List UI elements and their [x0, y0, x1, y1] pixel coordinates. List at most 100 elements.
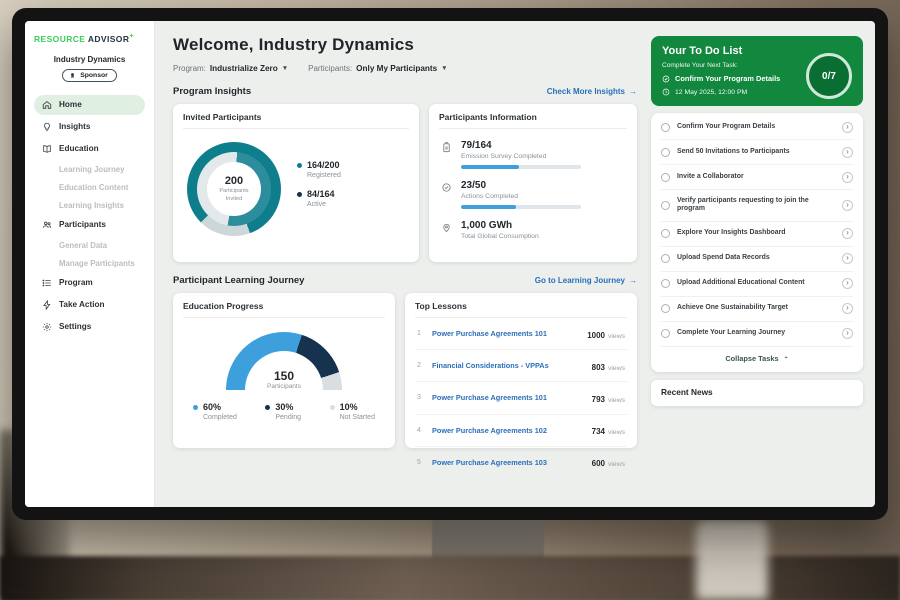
progress-fill — [461, 205, 517, 209]
task-chevron-button[interactable]: › — [842, 121, 853, 133]
todo-task-list: Confirm Your Program Details › Send 50 I… — [651, 113, 863, 372]
lesson-link[interactable]: Power Purchase Agreements 102 — [432, 425, 547, 435]
invited-total: 200 — [224, 175, 244, 188]
card-title: Education Progress — [183, 301, 385, 318]
main-content: Welcome, Industry Dynamics Program: Indu… — [155, 21, 651, 507]
legend-item: 164/200 Registered — [297, 160, 341, 179]
app-window: RESOURCE ADVISOR+ Industry Dynamics Spon… — [25, 21, 875, 507]
lesson-rank: 1 — [417, 330, 421, 338]
progress-track — [461, 205, 581, 209]
recent-news-card[interactable]: Recent News — [651, 379, 863, 406]
legend-item: 84/164 Active — [297, 189, 341, 208]
task-chevron-button[interactable]: › — [842, 278, 853, 290]
sidebar-item-take-action[interactable]: Take Action — [34, 295, 145, 315]
completed-pct: 60% — [203, 402, 222, 412]
task-checkbox[interactable] — [661, 229, 670, 239]
sidebar-nav: Home Insights Education Learning Journey… — [34, 94, 145, 337]
collapse-tasks-link[interactable]: Collapse Tasks ⌃ — [661, 347, 853, 372]
task-checkbox[interactable] — [661, 147, 670, 157]
check-circle-icon — [442, 183, 451, 192]
sidebar-item-settings[interactable]: Settings — [34, 317, 145, 337]
check-more-insights-link[interactable]: Check More Insights → — [547, 87, 637, 96]
gauge-legend: 60% Completed 30% Pending 10% — [183, 402, 385, 421]
sponsor-badge[interactable]: Sponsor — [62, 68, 117, 82]
task-chevron-button[interactable]: › — [842, 146, 853, 158]
lesson-views: 1000 views — [587, 325, 625, 343]
task-chevron-button[interactable]: › — [842, 228, 853, 240]
sidebar-item-label: Settings — [59, 322, 92, 332]
location-pin-icon — [443, 223, 450, 233]
lesson-link[interactable]: Financial Considerations - VPPAs — [432, 361, 549, 371]
completed-label: Completed — [203, 414, 237, 421]
participants-filter-label: Participants: — [308, 64, 353, 73]
lesson-link[interactable]: Power Purchase Agreements 103 — [432, 457, 547, 467]
active-dot-icon — [297, 191, 302, 197]
education-progress-card: Education Progress 150 Participants — [173, 293, 395, 448]
task-checkbox[interactable] — [661, 304, 670, 314]
desk-object — [696, 520, 768, 600]
lesson-row: 5 Power Purchase Agreements 103 600 views — [415, 447, 627, 478]
task-checkbox[interactable] — [661, 172, 670, 182]
task-chevron-button[interactable]: › — [842, 253, 853, 265]
stat-label: Emission Survey Completed — [461, 153, 547, 160]
gauge-area: 150 Participants — [183, 332, 385, 390]
task-chevron-button[interactable]: › — [842, 171, 853, 183]
education-gauge-chart: 150 Participants — [226, 332, 342, 390]
task-chevron-button[interactable]: › — [842, 328, 853, 340]
stat-row: 1,000 GWh Total Global Consumption — [439, 220, 627, 240]
todo-panel: Your To Do List Complete Your Next Task:… — [651, 21, 875, 507]
task-chevron-button[interactable]: › — [842, 303, 853, 315]
sidebar: RESOURCE ADVISOR+ Industry Dynamics Spon… — [25, 21, 155, 507]
task-checkbox[interactable] — [661, 254, 670, 264]
lesson-row: 1 Power Purchase Agreements 101 1000 view… — [415, 318, 627, 351]
lesson-row: 3 Power Purchase Agreements 101 793 views — [415, 382, 627, 415]
sidebar-item-label: Take Action — [59, 300, 105, 310]
program-filter[interactable]: Program: Industrialize Zero ▼ — [173, 64, 288, 73]
sidebar-item-label: Participants — [59, 220, 106, 230]
task-label: Upload Additional Educational Content — [677, 279, 805, 287]
sidebar-item-insights[interactable]: Insights — [34, 117, 145, 137]
stat-row: 79/164 Emission Survey Completed — [439, 140, 627, 169]
lesson-link[interactable]: Power Purchase Agreements 101 — [432, 393, 547, 403]
task-label: Send 50 Invitations to Participants — [677, 147, 790, 155]
book-icon — [43, 145, 51, 153]
sidebar-item-home[interactable]: Home — [34, 94, 145, 115]
sidebar-item-label: Home — [59, 100, 82, 110]
sidebar-item-learning-insights[interactable]: Learning Insights — [59, 201, 124, 211]
participants-filter[interactable]: Participants: Only My Participants ▼ — [308, 64, 447, 73]
lesson-rank: 3 — [417, 394, 421, 402]
task-row: Upload Additional Educational Content › — [661, 272, 853, 297]
task-checkbox[interactable] — [661, 200, 670, 210]
check-icon — [662, 75, 670, 82]
views-count: 600 — [591, 459, 605, 469]
task-chevron-button[interactable]: › — [842, 199, 853, 211]
stat-value: 23/50 — [461, 180, 487, 191]
sidebar-item-learning-journey[interactable]: Learning Journey — [59, 165, 125, 175]
task-checkbox[interactable] — [661, 122, 670, 132]
gauge-label: Participants — [267, 383, 301, 390]
chevron-up-icon: ⌃ — [783, 356, 789, 363]
lesson-link[interactable]: Power Purchase Agreements 101 — [432, 329, 547, 339]
task-checkbox[interactable] — [661, 279, 670, 289]
progress-track — [461, 165, 581, 169]
task-checkbox[interactable] — [661, 329, 670, 339]
sidebar-item-manage-participants[interactable]: Manage Participants — [59, 259, 135, 269]
go-to-learning-journey-link[interactable]: Go to Learning Journey → — [535, 276, 637, 285]
sidebar-item-participants[interactable]: Participants — [34, 215, 145, 235]
task-row: Invite a Collaborator › — [661, 165, 853, 190]
task-row: Achieve One Sustainability Target › — [661, 297, 853, 322]
sidebar-item-program[interactable]: Program — [34, 273, 145, 293]
bolt-icon — [43, 299, 51, 310]
sidebar-item-education-content[interactable]: Education Content — [59, 183, 129, 193]
recent-news-title: Recent News — [661, 386, 713, 397]
sidebar-item-label: Insights — [59, 122, 91, 132]
todo-due-date: 12 May 2025, 12:00 PM — [662, 88, 852, 96]
task-label: Verify participants requesting to join t… — [677, 196, 809, 213]
sidebar-item-education[interactable]: Education — [34, 139, 145, 159]
sidebar-item-general-data[interactable]: General Data — [59, 241, 108, 251]
insights-cards-row: Invited Participants 200 Participants In… — [173, 104, 637, 262]
monitor-bezel: RESOURCE ADVISOR+ Industry Dynamics Spon… — [12, 8, 888, 520]
medal-icon — [71, 72, 75, 78]
lesson-rank: 2 — [417, 362, 421, 370]
pending-dot-icon — [265, 404, 271, 410]
